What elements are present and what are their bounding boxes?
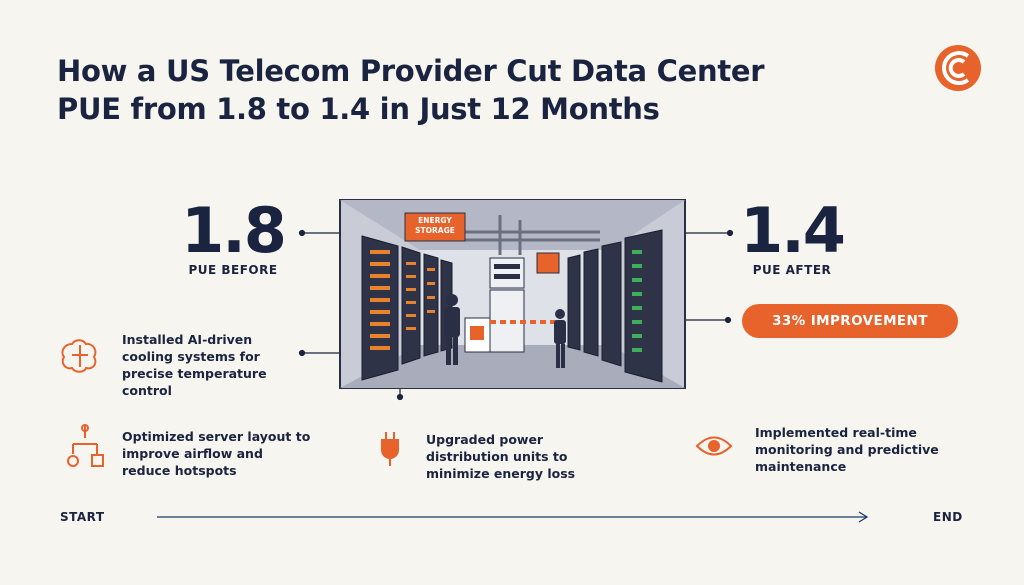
pue-after-value: 1.4 [740, 194, 846, 267]
timeline-end: END [933, 510, 963, 524]
timeline-arrow [157, 511, 869, 523]
timeline-start: START [60, 510, 105, 524]
pue-after-label: PUE AFTER [752, 263, 832, 277]
step-text: Upgraded power distribution units to min… [426, 432, 576, 481]
pue-before-value: 1.8 [181, 194, 287, 267]
icons [61, 339, 733, 467]
step-text: Optimized server layout to improve airfl… [122, 429, 311, 478]
title: How a US Telecom Provider Cut Data Cente… [57, 54, 765, 126]
connectors [298, 229, 734, 401]
energy-storage-sign: ENERGY STORAGE [415, 216, 455, 235]
data-center-illustration [339, 199, 686, 389]
logo [935, 45, 981, 91]
improvement-badge: 33% IMPROVEMENT [742, 304, 958, 338]
step-text: Installed AI-driven cooling systems for … [122, 332, 267, 398]
step-text: Implemented real-time monitoring and pre… [755, 425, 939, 474]
pue-before-label: PUE BEFORE [188, 263, 278, 277]
